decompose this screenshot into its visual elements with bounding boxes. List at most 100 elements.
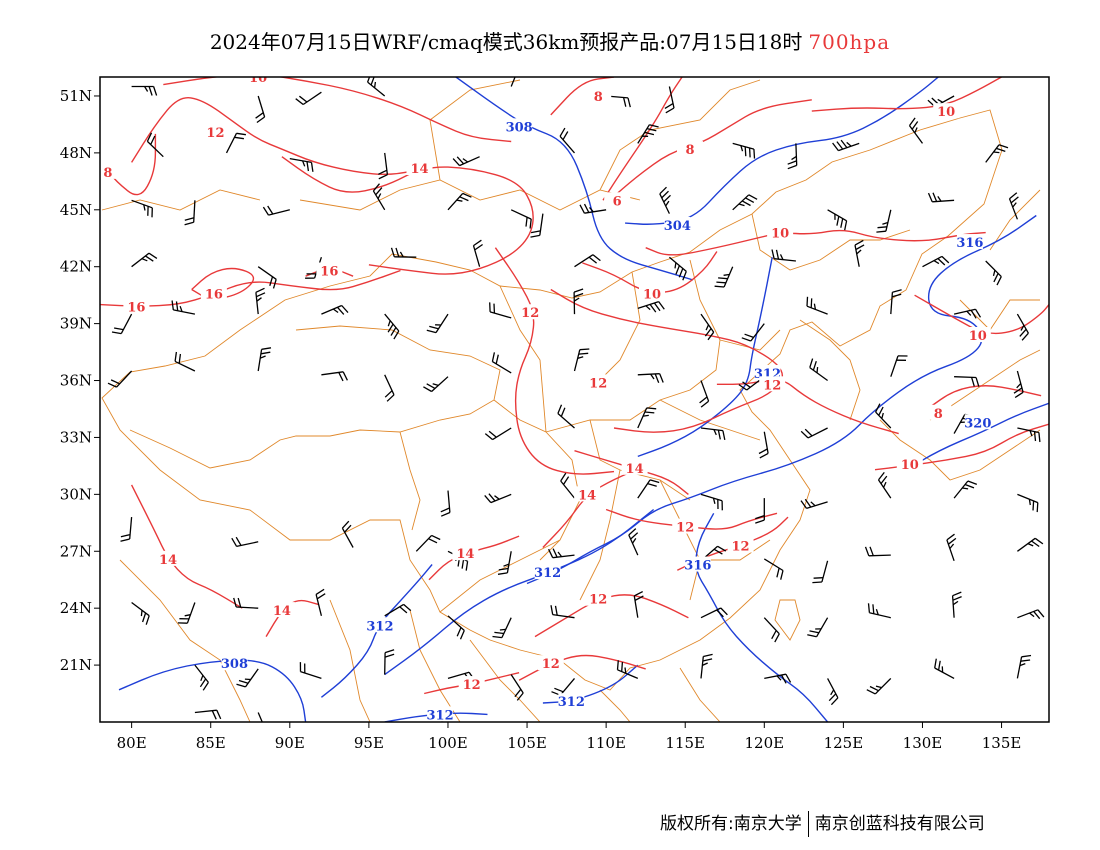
- wind-barb: [866, 677, 892, 695]
- temperature-label-bg: [574, 486, 601, 502]
- wind-barbs: [107, 77, 1045, 722]
- wind-barb: [194, 709, 222, 720]
- temperature-contour-label: 16: [320, 265, 338, 280]
- wind-barb: [174, 351, 196, 372]
- wind-barb: [668, 256, 687, 281]
- wind-barb: [255, 287, 266, 315]
- temperature-contour-label: 12: [589, 593, 607, 608]
- height-label-bg: [558, 693, 585, 709]
- latitude-axis: 21N 24N 27N 30N 33N 36N 39N 42N 45N 48N 51N: [60, 87, 100, 674]
- wind-barb: [1017, 493, 1039, 513]
- wind-barb: [700, 653, 713, 679]
- wind-barb: [758, 431, 769, 459]
- wind-barb: [530, 213, 544, 238]
- temperature-label-bg: [517, 304, 544, 320]
- wind-barb: [764, 673, 792, 684]
- wind-barb: [985, 144, 1009, 163]
- wind-barb: [257, 712, 263, 722]
- footer-separator: [807, 811, 809, 837]
- temperature-contour-label: 12: [521, 306, 539, 321]
- height-contour-line: [118, 659, 307, 722]
- lat-tick-label: 45N: [60, 201, 92, 219]
- temperature-contour-line: [716, 378, 899, 435]
- temperature-label-bg: [452, 545, 479, 561]
- wind-barb: [637, 479, 660, 499]
- wind-barb: [497, 551, 512, 575]
- lat-tick-label: 24N: [60, 599, 92, 617]
- wind-barb: [194, 664, 209, 691]
- temperature-label-bg: [767, 224, 794, 240]
- temperature-label-bg: [316, 262, 343, 278]
- wind-barb: [700, 493, 723, 511]
- wind-barb: [951, 591, 962, 618]
- pressure-level-label: 700hpa: [808, 30, 891, 54]
- wind-barb: [812, 560, 829, 584]
- height-contour-label: 320: [964, 416, 991, 431]
- wind-barb: [255, 95, 266, 124]
- lon-tick-label: 120E: [745, 734, 785, 752]
- lon-tick-label: 105E: [507, 734, 547, 752]
- temperature-contour-line: [163, 77, 512, 143]
- temperature-contour-label: 12: [732, 540, 750, 555]
- temperature-contour-label: 12: [676, 521, 694, 536]
- wind-barb: [1008, 192, 1019, 220]
- wind-barb: [741, 323, 765, 342]
- wind-barb: [714, 266, 734, 288]
- wind-barb: [384, 603, 412, 617]
- wind-barb: [472, 239, 483, 267]
- temperature-contour-line: [550, 77, 615, 116]
- height-contour-line: [384, 508, 655, 676]
- wind-barb: [120, 517, 133, 542]
- temperature-contour-line: [534, 594, 689, 638]
- temperature-contour-line: [550, 288, 784, 433]
- wind-barb: [637, 124, 659, 144]
- height-contour-label: 312: [558, 695, 585, 710]
- wind-barb: [146, 132, 164, 158]
- lat-tick-label: 36N: [60, 372, 92, 390]
- temperature-contour-label: 10: [249, 71, 267, 86]
- wind-barb: [664, 86, 675, 114]
- wind-barb: [225, 132, 246, 154]
- wind-barb: [807, 617, 829, 638]
- wind-barb: [806, 296, 828, 315]
- wind-barb: [548, 548, 575, 559]
- wind-barb: [447, 192, 472, 211]
- contour-labels: 3083043123163203163123123083123121012148…: [100, 71, 991, 722]
- temperature-contour-label: 12: [206, 126, 224, 141]
- wind-barb: [384, 313, 400, 340]
- height-contour-line: [695, 512, 829, 722]
- wind-barb: [384, 649, 395, 675]
- temperature-label-bg: [964, 327, 991, 342]
- temperature-label-bg: [155, 550, 182, 566]
- lat-tick-label: 30N: [60, 485, 92, 503]
- wind-barb: [111, 313, 133, 335]
- temperature-label-bg: [458, 676, 485, 692]
- wind-barb: [633, 591, 644, 618]
- wind-barb: [867, 603, 891, 619]
- copyright-company: 南京创蓝科技有限公司: [814, 814, 985, 834]
- wind-barb: [315, 588, 326, 616]
- temperature-label-bg: [537, 655, 564, 671]
- wind-barb: [637, 407, 657, 429]
- wind-barb: [875, 403, 892, 429]
- wind-barb: [484, 427, 512, 441]
- wind-barb: [177, 602, 196, 624]
- wind-barb: [787, 143, 798, 170]
- wind-barb: [489, 302, 512, 319]
- wind-barb: [827, 678, 839, 706]
- wind-barb: [809, 358, 828, 382]
- wind-barb: [484, 493, 512, 504]
- wind-barb: [257, 347, 272, 372]
- plot-frame: [99, 76, 1050, 723]
- wind-barb: [953, 480, 978, 499]
- wind-barb: [876, 209, 892, 233]
- height-label-bg: [221, 655, 248, 671]
- wind-barb: [510, 209, 532, 229]
- wind-barb: [954, 376, 980, 387]
- wind-barb: [378, 152, 389, 180]
- height-label-bg: [956, 234, 983, 250]
- temperature-contour-label: 12: [763, 378, 781, 393]
- lon-tick-label: 130E: [903, 734, 943, 752]
- temperature-label-bg: [585, 374, 612, 390]
- temperature-contour-label: 8: [594, 90, 603, 105]
